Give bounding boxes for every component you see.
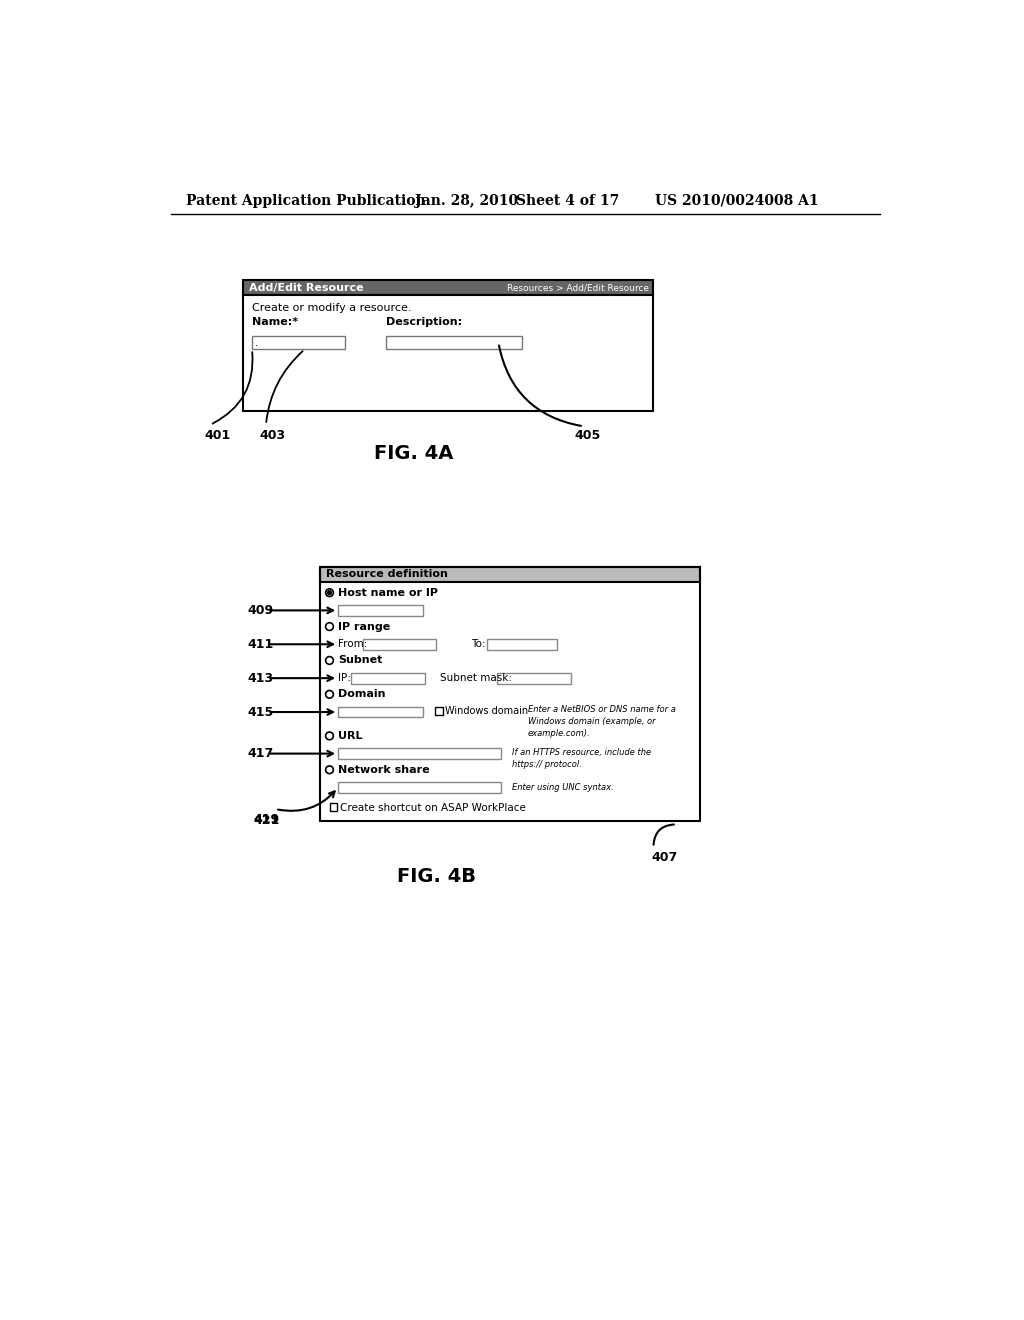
Bar xyxy=(330,803,337,810)
Bar xyxy=(338,605,423,615)
Bar xyxy=(243,280,653,296)
Bar xyxy=(362,639,436,649)
Text: Network share: Network share xyxy=(338,764,430,775)
Text: Host name or IP: Host name or IP xyxy=(338,587,438,598)
Text: 415: 415 xyxy=(248,705,273,718)
Text: 419: 419 xyxy=(254,813,280,826)
Bar xyxy=(338,748,501,759)
Text: 405: 405 xyxy=(574,429,601,442)
Text: .: . xyxy=(255,338,258,347)
Text: Subnet: Subnet xyxy=(338,656,382,665)
Text: 401: 401 xyxy=(204,429,230,442)
Text: 421: 421 xyxy=(254,814,280,828)
Bar xyxy=(321,566,700,821)
Text: URL: URL xyxy=(338,731,362,741)
Bar xyxy=(497,673,570,684)
Text: 409: 409 xyxy=(248,603,273,616)
Text: Windows domain: Windows domain xyxy=(445,706,528,717)
Text: Create or modify a resource.: Create or modify a resource. xyxy=(252,302,412,313)
Text: Domain: Domain xyxy=(338,689,385,700)
Text: Subnet mask:: Subnet mask: xyxy=(440,673,512,684)
Text: Patent Application Publication: Patent Application Publication xyxy=(186,194,426,207)
Bar xyxy=(338,781,501,793)
Bar xyxy=(321,566,700,582)
Text: IP:: IP: xyxy=(338,673,351,684)
Text: Create shortcut on ASAP WorkPlace: Create shortcut on ASAP WorkPlace xyxy=(340,803,526,813)
Text: 411: 411 xyxy=(248,638,273,651)
Text: 407: 407 xyxy=(652,851,678,865)
Text: Sheet 4 of 17: Sheet 4 of 17 xyxy=(515,194,618,207)
Text: Description:: Description: xyxy=(386,317,462,327)
Text: Enter using UNC syntax.: Enter using UNC syntax. xyxy=(512,783,614,792)
Text: FIG. 4A: FIG. 4A xyxy=(374,444,453,463)
Circle shape xyxy=(328,591,332,594)
Text: 413: 413 xyxy=(248,672,273,685)
Text: Add/Edit Resource: Add/Edit Resource xyxy=(249,282,364,293)
Text: If an HTTPS resource, include the
https:// protocol.: If an HTTPS resource, include the https:… xyxy=(512,748,651,770)
Text: Resource definition: Resource definition xyxy=(327,569,449,579)
Bar xyxy=(386,337,521,350)
Text: To:: To: xyxy=(471,639,485,649)
Text: Enter a NetBIOS or DNS name for a
Windows domain (example, or
example.com).: Enter a NetBIOS or DNS name for a Window… xyxy=(528,705,676,738)
Text: Resources > Add/Edit Resource: Resources > Add/Edit Resource xyxy=(507,284,649,292)
Text: 403: 403 xyxy=(260,429,286,442)
Text: From:: From: xyxy=(338,639,368,649)
Text: IP range: IP range xyxy=(338,622,390,631)
Text: Jan. 28, 2010: Jan. 28, 2010 xyxy=(415,194,518,207)
Text: FIG. 4B: FIG. 4B xyxy=(397,866,476,886)
Text: Name:*: Name:* xyxy=(252,317,298,327)
Bar xyxy=(486,639,557,649)
Bar xyxy=(252,337,345,350)
Text: 417: 417 xyxy=(248,747,273,760)
Bar xyxy=(435,708,442,715)
Bar xyxy=(243,296,653,411)
Bar xyxy=(338,706,423,718)
Text: US 2010/0024008 A1: US 2010/0024008 A1 xyxy=(655,194,818,207)
Bar xyxy=(351,673,425,684)
